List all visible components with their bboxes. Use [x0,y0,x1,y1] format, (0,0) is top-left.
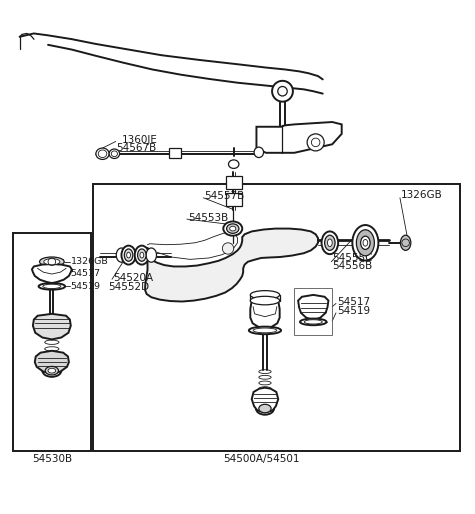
Ellipse shape [249,326,281,334]
Bar [226,193,242,206]
Text: 54556B: 54556B [332,262,372,271]
Ellipse shape [39,257,64,266]
Text: 54500A/54501: 54500A/54501 [223,454,299,464]
Polygon shape [35,351,69,374]
Ellipse shape [96,148,109,159]
Text: 54552D: 54552D [108,282,149,292]
Ellipse shape [135,246,149,265]
Text: 54553B: 54553B [188,213,228,223]
Text: 54520A: 54520A [114,273,153,283]
Text: 54530B: 54530B [32,454,72,464]
Ellipse shape [250,290,280,299]
Text: 54517: 54517 [71,269,101,278]
Ellipse shape [122,246,136,265]
Ellipse shape [356,230,374,256]
Ellipse shape [253,328,277,333]
Bar [169,148,180,158]
Ellipse shape [250,296,280,305]
Ellipse shape [45,366,58,375]
Text: 1360JE: 1360JE [122,135,157,144]
Ellipse shape [48,369,56,373]
Ellipse shape [230,226,236,231]
Text: 54557B: 54557B [204,191,245,201]
Ellipse shape [259,405,271,413]
Bar [226,176,242,189]
Ellipse shape [324,235,335,250]
Ellipse shape [227,224,239,233]
Ellipse shape [124,249,133,261]
Polygon shape [33,314,71,339]
Text: 54519: 54519 [337,306,370,317]
Ellipse shape [146,248,156,262]
Ellipse shape [400,235,411,250]
Ellipse shape [127,252,131,258]
Circle shape [307,134,324,151]
Ellipse shape [140,252,144,258]
Ellipse shape [42,364,61,377]
Text: 54555C: 54555C [332,253,373,263]
Ellipse shape [300,319,326,325]
Ellipse shape [223,222,242,236]
Polygon shape [145,229,318,302]
Ellipse shape [138,249,146,261]
Ellipse shape [361,236,370,249]
Ellipse shape [228,160,239,169]
Ellipse shape [254,147,264,158]
Circle shape [272,81,293,102]
Ellipse shape [44,259,60,265]
Bar [93,183,460,451]
Text: 54519: 54519 [71,282,101,291]
Bar [294,288,332,335]
Text: 54567B: 54567B [116,143,156,153]
Text: 1326GB: 1326GB [401,190,443,200]
Ellipse shape [109,149,120,158]
Ellipse shape [116,248,127,262]
Text: 54517: 54517 [337,297,370,307]
Ellipse shape [352,225,379,261]
Circle shape [222,243,234,254]
Polygon shape [256,122,342,153]
Ellipse shape [256,402,274,415]
Polygon shape [252,388,278,412]
Polygon shape [250,301,280,329]
Bar [12,233,91,451]
Ellipse shape [327,239,332,247]
Text: 1326GB: 1326GB [71,257,109,266]
Polygon shape [298,295,328,320]
Polygon shape [32,264,72,283]
Ellipse shape [322,231,338,254]
Ellipse shape [38,283,65,290]
